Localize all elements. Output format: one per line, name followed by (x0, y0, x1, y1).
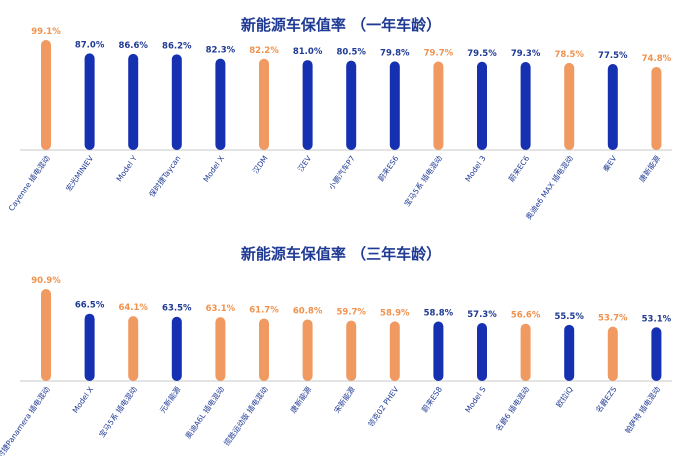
chart-title-one-year: 新能源车保值率 （一年车龄） (240, 16, 442, 34)
category-label-one-year-7: 汉EV (296, 153, 314, 173)
value-label-three-year-1: 90.9% (31, 276, 61, 286)
bar-three-year-7 (302, 319, 313, 381)
bar-three-year-8 (346, 320, 357, 381)
value-label-one-year-13: 78.5% (554, 50, 584, 60)
value-label-three-year-2: 66.5% (75, 301, 105, 311)
value-label-one-year-14: 77.5% (598, 51, 628, 61)
bar-three-year-9 (389, 321, 400, 381)
value-label-three-year-5: 63.1% (206, 304, 236, 314)
value-label-three-year-8: 59.7% (336, 308, 366, 318)
bar-three-year-14 (607, 326, 618, 381)
bar-three-year-13 (564, 324, 575, 381)
category-label-three-year-14: 名爵EZS (593, 384, 618, 414)
value-label-one-year-10: 79.7% (424, 49, 454, 59)
value-label-one-year-8: 80.5% (336, 48, 366, 58)
category-label-three-year-6: 揽胜运动版 插电混动 (221, 384, 270, 447)
value-label-three-year-9: 58.9% (380, 308, 410, 318)
value-label-three-year-3: 64.1% (118, 303, 148, 313)
value-label-one-year-1: 99.1% (31, 27, 61, 37)
category-label-one-year-13: 奥迪e6 MAX 插电混动 (523, 153, 575, 221)
category-label-three-year-13: 欧拉iQ (553, 384, 574, 409)
value-label-one-year-4: 86.2% (162, 41, 192, 51)
category-label-three-year-11: Model S (463, 385, 488, 415)
bar-three-year-4 (171, 316, 182, 381)
bar-one-year-9 (389, 61, 400, 150)
bar-one-year-10 (433, 61, 444, 150)
category-label-one-year-1: Cayenne 插电混动 (6, 153, 52, 213)
value-label-three-year-15: 53.1% (642, 314, 672, 324)
value-label-one-year-5: 82.3% (206, 46, 236, 56)
value-label-three-year-6: 61.7% (249, 306, 279, 316)
bar-one-year-4 (171, 54, 182, 150)
category-label-three-year-10: 蔚来ES8 (419, 384, 444, 414)
category-label-one-year-8: 小鹏汽车P7 (326, 153, 357, 191)
value-label-three-year-7: 60.8% (293, 306, 323, 316)
category-label-three-year-7: 唐新能源 (288, 384, 314, 415)
category-label-three-year-1: 保时捷Panamera 插电混动 (0, 384, 52, 456)
category-label-three-year-4: 元新能源 (157, 384, 183, 415)
value-label-one-year-6: 82.2% (249, 46, 279, 56)
bar-one-year-14 (607, 63, 618, 150)
value-label-one-year-15: 74.8% (642, 54, 672, 64)
category-label-three-year-3: 宝马5系 插电混动 (96, 384, 139, 439)
category-label-one-year-2: 宏光MINIEV (63, 153, 95, 193)
bar-one-year-12 (520, 61, 531, 150)
bar-three-year-12 (520, 323, 531, 381)
category-label-one-year-10: 宝马5系 插电混动 (402, 153, 445, 208)
value-label-one-year-12: 79.3% (511, 49, 541, 59)
value-label-one-year-9: 79.8% (380, 48, 410, 58)
category-label-one-year-4: 保时捷Taycan (147, 153, 183, 199)
bar-one-year-1 (41, 40, 51, 150)
bar-one-year-3 (128, 53, 139, 150)
category-label-three-year-15: 帕萨特 插电混动 (622, 384, 662, 435)
category-label-three-year-9: 领克02 PHEV (365, 384, 401, 429)
value-label-one-year-3: 86.6% (118, 41, 148, 51)
bar-one-year-6 (259, 58, 269, 150)
value-label-three-year-11: 57.3% (467, 310, 497, 320)
bar-three-year-6 (259, 318, 269, 381)
bar-three-year-1 (41, 289, 51, 381)
value-label-one-year-2: 87.0% (75, 40, 105, 50)
category-label-one-year-9: 蔚来ES6 (375, 153, 400, 183)
value-label-one-year-7: 81.0% (293, 47, 323, 57)
category-label-three-year-5: 奥迪A6L 插电混动 (183, 384, 227, 440)
category-label-one-year-6: 汉DM (251, 154, 270, 175)
bar-three-year-5 (215, 317, 226, 381)
bar-one-year-8 (346, 60, 357, 150)
bar-one-year-11 (477, 61, 487, 151)
bar-one-year-7 (302, 60, 313, 150)
bar-three-year-15 (651, 327, 662, 381)
chart-title-three-year: 新能源车保值率 （三年车龄） (240, 245, 442, 263)
category-label-one-year-12: 蔚来EC6 (506, 153, 531, 183)
bar-one-year-13 (564, 62, 575, 150)
value-label-three-year-12: 56.6% (511, 311, 541, 321)
bar-three-year-2 (84, 313, 95, 381)
bar-three-year-10 (433, 321, 444, 381)
value-label-three-year-10: 58.8% (424, 308, 454, 318)
category-label-three-year-2: Model X (71, 385, 96, 415)
value-label-one-year-11: 79.5% (467, 49, 497, 59)
category-label-three-year-8: 宋新能源 (331, 384, 357, 415)
category-label-one-year-14: 秦EV (600, 153, 619, 174)
category-label-one-year-5: Model X (201, 154, 226, 184)
bar-three-year-11 (477, 323, 487, 381)
bar-three-year-3 (128, 316, 139, 381)
value-label-three-year-14: 53.7% (598, 314, 628, 324)
category-label-one-year-15: 唐新能源 (637, 153, 663, 184)
bar-one-year-2 (84, 53, 95, 150)
category-label-three-year-12: 名爵6 插电混动 (493, 384, 531, 433)
value-label-three-year-4: 63.5% (162, 304, 192, 314)
value-label-three-year-13: 55.5% (554, 312, 584, 322)
category-label-one-year-3: Model Y (115, 154, 140, 184)
bar-one-year-15 (651, 66, 662, 150)
category-label-one-year-11: Model 3 (463, 154, 488, 184)
bar-one-year-5 (215, 58, 226, 151)
